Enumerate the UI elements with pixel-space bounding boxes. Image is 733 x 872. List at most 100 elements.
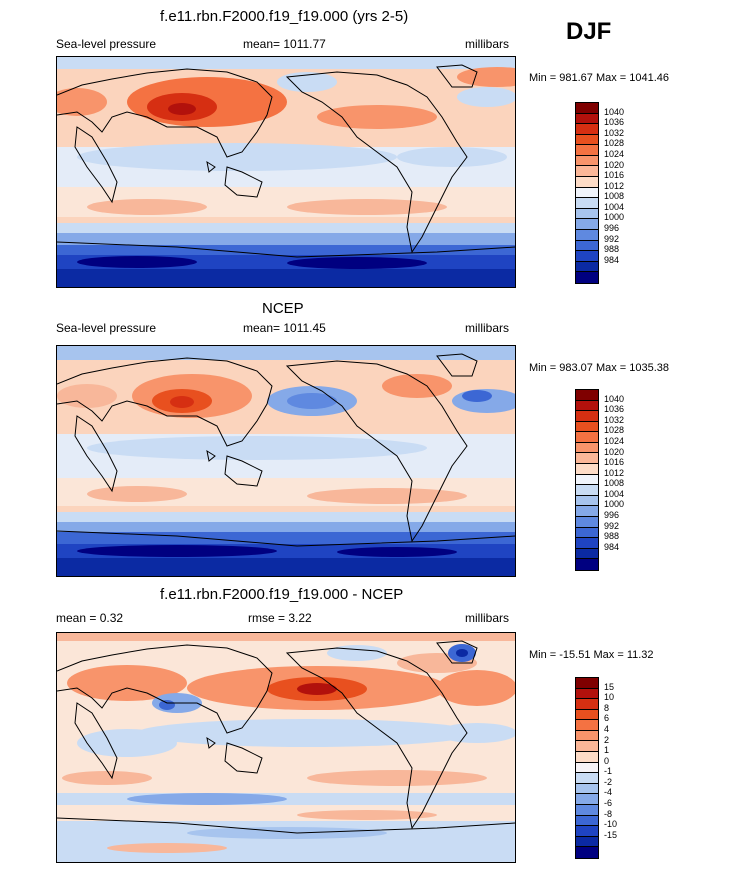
colorbar-tick-label: 1028 — [604, 138, 625, 149]
colorbar-tick-label: 1 — [604, 745, 610, 756]
panel2-title: NCEP — [262, 300, 304, 317]
colorbar-tick-label: 1028 — [604, 425, 625, 436]
panel2-left-label: Sea-level pressure — [56, 321, 157, 335]
colorbar-segment — [576, 559, 598, 570]
colorbar-segment — [576, 678, 598, 689]
panel3-title: f.e11.rbn.F2000.f19_f19.000 - NCEP — [160, 586, 404, 603]
colorbar-tick-label: -10 — [604, 819, 618, 830]
colorbar-segment — [576, 198, 598, 209]
colorbar-tick-label: 6 — [604, 713, 610, 724]
panel2-units: millibars — [465, 321, 510, 335]
colorbar-segment — [576, 773, 598, 784]
panel2-colorbar — [575, 389, 599, 571]
colorbar-segment — [576, 847, 598, 858]
colorbar-tick-label: -6 — [604, 798, 613, 809]
colorbar-tick-label: 4 — [604, 723, 610, 734]
colorbar-tick-label: 1012 — [604, 180, 625, 191]
panel1-center-label: mean= 1011.77 — [243, 37, 326, 51]
colorbar-segment — [576, 527, 598, 539]
colorbar-tick-label: 1016 — [604, 457, 625, 468]
panel1-units: millibars — [465, 37, 510, 51]
colorbar-segment — [576, 432, 598, 443]
colorbar-segment — [576, 783, 598, 795]
colorbar-segment — [576, 219, 598, 230]
colorbar-tick-label: 1004 — [604, 488, 625, 499]
colorbar-segment — [576, 453, 598, 465]
colorbar-segment — [576, 411, 598, 422]
colorbar-segment — [576, 261, 598, 273]
colorbar-segment — [576, 730, 598, 742]
panel3-rmse-label: rmse = 3.22 — [248, 611, 312, 625]
colorbar-segment — [576, 442, 598, 454]
panel3-mean-label: mean = 0.32 — [56, 611, 124, 625]
colorbar-tick-label: 996 — [604, 510, 620, 521]
colorbar-tick-label: 1020 — [604, 446, 625, 457]
colorbar-segment — [576, 720, 598, 731]
colorbar-segment — [576, 145, 598, 156]
colorbar-tick-label: 1008 — [604, 191, 625, 202]
panel1-minmax: Min = 981.67 Max = 1041.46 — [529, 72, 670, 84]
colorbar-segment — [576, 166, 598, 178]
colorbar-tick-label: -1 — [604, 766, 613, 777]
colorbar-tick-label: 1016 — [604, 170, 625, 181]
panel2-center-label: mean= 1011.45 — [243, 321, 326, 335]
colorbar-tick-label: 1012 — [604, 467, 625, 478]
colorbar-tick-label: 1000 — [604, 212, 625, 223]
colorbar-segment — [576, 516, 598, 528]
colorbar-tick-label: -8 — [604, 808, 613, 819]
panel1-map — [56, 56, 516, 288]
colorbar-segment — [576, 240, 598, 252]
colorbar-segment — [576, 400, 598, 412]
colorbar-tick-label: 1036 — [604, 404, 625, 415]
colorbar-segment — [576, 208, 598, 220]
colorbar-tick-label: 996 — [604, 223, 620, 234]
colorbar-tick-label: 984 — [604, 541, 620, 552]
colorbar-tick-label: 8 — [604, 702, 610, 713]
colorbar-segment — [576, 155, 598, 167]
colorbar-tick-label: 1000 — [604, 499, 625, 510]
colorbar-segment — [576, 421, 598, 433]
colorbar-segment — [576, 548, 598, 560]
colorbar-tick-label: 992 — [604, 520, 620, 531]
colorbar-tick-label: 0 — [604, 755, 610, 766]
colorbar-segment — [576, 390, 598, 401]
panel2-map — [56, 345, 516, 577]
colorbar-tick-label: 992 — [604, 233, 620, 244]
colorbar-tick-label: 1024 — [604, 435, 625, 446]
panel1-colorbar — [575, 102, 599, 284]
panel3-minmax: Min = -15.51 Max = 11.32 — [529, 649, 654, 661]
colorbar-tick-label: 1008 — [604, 478, 625, 489]
colorbar-tick-label: 1040 — [604, 393, 625, 404]
colorbar-segment — [576, 699, 598, 710]
panel1-left-label: Sea-level pressure — [56, 37, 157, 51]
colorbar-segment — [576, 741, 598, 753]
season-label: DJF — [566, 18, 612, 45]
colorbar-segment — [576, 485, 598, 496]
colorbar-segment — [576, 103, 598, 114]
colorbar-tick-label: -4 — [604, 787, 613, 798]
colorbar-segment — [576, 187, 598, 199]
colorbar-segment — [576, 709, 598, 721]
colorbar-tick-label: 984 — [604, 254, 620, 265]
colorbar-tick-label: 1036 — [604, 117, 625, 128]
colorbar-tick-label: 988 — [604, 244, 620, 255]
colorbar-segment — [576, 836, 598, 848]
colorbar-segment — [576, 762, 598, 774]
colorbar-tick-label: 2 — [604, 734, 610, 745]
colorbar-segment — [576, 272, 598, 283]
colorbar-segment — [576, 688, 598, 700]
colorbar-tick-label: 1032 — [604, 127, 625, 138]
colorbar-tick-label: 1020 — [604, 159, 625, 170]
colorbar-tick-label: 10 — [604, 692, 615, 703]
colorbar-tick-label: -15 — [604, 829, 618, 840]
panel3-map — [56, 632, 516, 863]
colorbar-segment — [576, 794, 598, 805]
panel2-minmax: Min = 983.07 Max = 1035.38 — [529, 362, 670, 374]
colorbar-tick-label: 988 — [604, 531, 620, 542]
colorbar-tick-label: 1032 — [604, 414, 625, 425]
colorbar-segment — [576, 229, 598, 241]
colorbar-tick-label: 1024 — [604, 148, 625, 159]
colorbar-segment — [576, 804, 598, 816]
colorbar-segment — [576, 474, 598, 486]
colorbar-tick-label: 15 — [604, 681, 615, 692]
